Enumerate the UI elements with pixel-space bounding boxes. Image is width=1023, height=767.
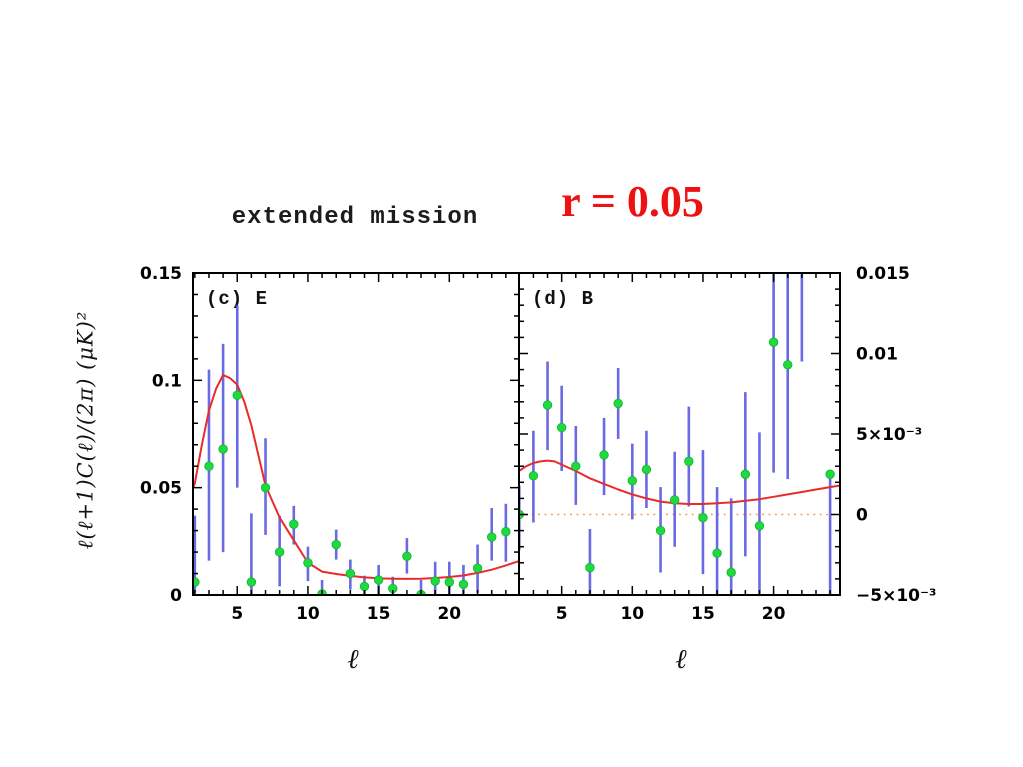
svg-text:0.1: 0.1	[152, 371, 182, 391]
figure-title: extended mission	[231, 204, 479, 231]
svg-text:−5×10⁻³: −5×10⁻³	[856, 586, 936, 606]
panel-d-label: (d) B	[532, 288, 595, 310]
r-value-label: r = 0.05	[561, 177, 704, 226]
svg-text:0.01: 0.01	[856, 345, 898, 365]
svg-text:10: 10	[296, 604, 320, 624]
svg-text:20: 20	[437, 604, 461, 624]
svg-text:20: 20	[762, 604, 786, 624]
panel-c-label: (c) E	[206, 288, 269, 310]
svg-text:0.05: 0.05	[140, 479, 182, 499]
svg-text:15: 15	[367, 604, 391, 624]
svg-text:10: 10	[620, 604, 644, 624]
svg-text:0: 0	[856, 506, 868, 526]
x-axis-label-d: ℓ	[675, 644, 687, 675]
svg-text:0.015: 0.015	[856, 264, 910, 284]
svg-text:0.15: 0.15	[140, 264, 182, 284]
x-axis-label-c: ℓ	[347, 644, 359, 675]
svg-text:5: 5	[556, 604, 568, 624]
svg-text:5×10⁻³: 5×10⁻³	[856, 425, 922, 445]
svg-text:0: 0	[170, 586, 182, 606]
svg-text:15: 15	[691, 604, 715, 624]
svg-text:5: 5	[231, 604, 243, 624]
